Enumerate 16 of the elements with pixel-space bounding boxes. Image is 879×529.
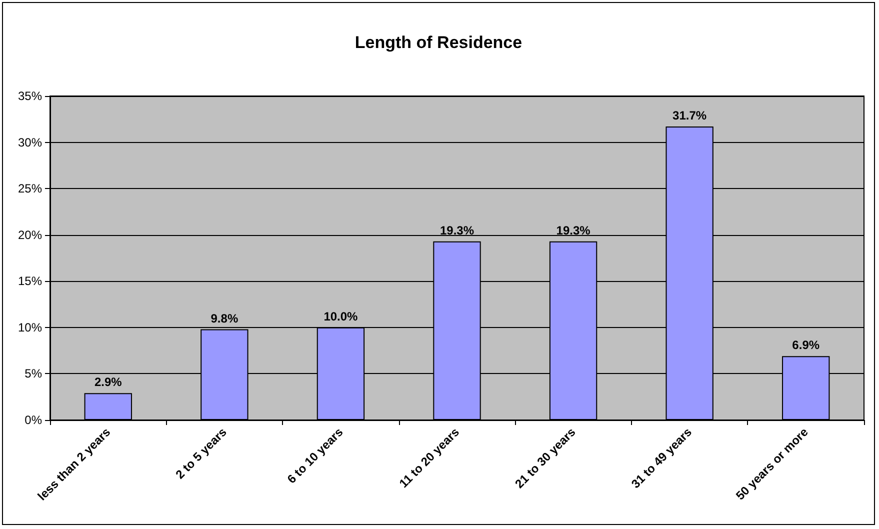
chart-title: Length of Residence bbox=[354, 33, 522, 52]
y-tick-label: 15% bbox=[18, 274, 42, 288]
data-label: 9.8% bbox=[210, 311, 238, 326]
y-tick-label: 35% bbox=[18, 89, 42, 103]
data-label: 19.3% bbox=[440, 223, 474, 238]
data-label: 2.9% bbox=[94, 375, 122, 390]
data-label: 31.7% bbox=[672, 108, 707, 123]
y-tick-label: 10% bbox=[18, 320, 42, 334]
data-label: 19.3% bbox=[556, 223, 591, 238]
data-label: 10.0% bbox=[324, 309, 358, 324]
data-label: 6.9% bbox=[792, 338, 820, 352]
y-tick-label: 20% bbox=[18, 228, 42, 242]
y-tick-label: 30% bbox=[18, 135, 42, 150]
y-tick-label: 25% bbox=[18, 182, 42, 196]
y-tick-label: 0% bbox=[24, 413, 42, 427]
y-tick-label: 5% bbox=[24, 366, 42, 381]
